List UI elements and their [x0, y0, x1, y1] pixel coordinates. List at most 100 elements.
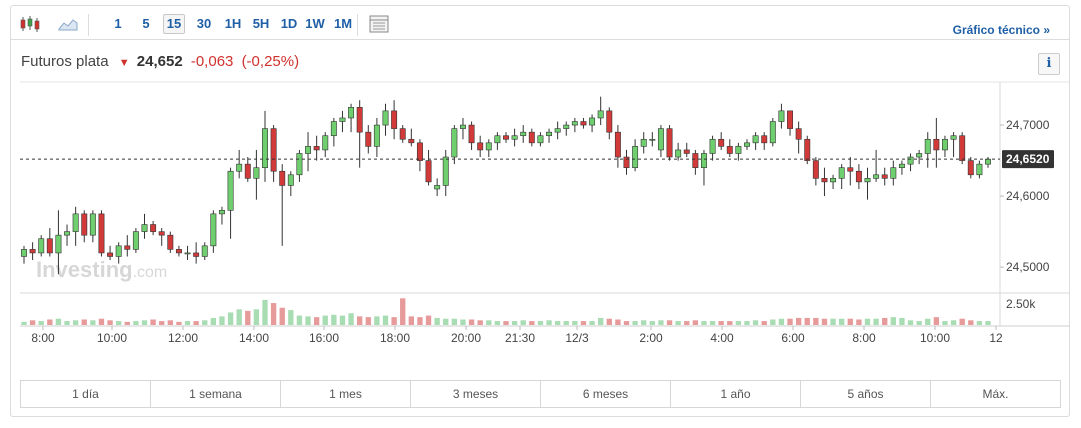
candle-body: [339, 117, 346, 122]
candle-body: [967, 160, 974, 176]
volume-bar: [159, 321, 165, 325]
candlestick-icon[interactable]: [19, 15, 41, 38]
candle-body: [141, 224, 148, 232]
x-tick-label: 8:00: [31, 331, 55, 345]
candle-body: [916, 153, 923, 158]
x-tick-label: 10:00: [920, 331, 950, 345]
candle-body: [373, 124, 380, 147]
volume-tick-label: 2.50k: [1006, 297, 1036, 311]
interval-button-5[interactable]: 5: [142, 16, 150, 31]
candle-body: [313, 146, 320, 151]
candle-body: [21, 249, 27, 257]
volume-bar: [701, 321, 707, 325]
volume-bar: [107, 320, 113, 325]
candle-body: [873, 174, 880, 179]
x-tick-label: 12:00: [168, 331, 198, 345]
volume-bar: [227, 312, 234, 325]
technical-chart-link[interactable]: Gráfico técnico »: [952, 23, 1050, 37]
range-button-4[interactable]: 6 meses: [541, 381, 671, 407]
volume-bar: [486, 320, 492, 325]
volume-bar: [813, 317, 819, 325]
range-button-2[interactable]: 1 mes: [281, 381, 411, 407]
x-tick-label: 16:00: [309, 331, 339, 345]
candle-body: [632, 146, 639, 168]
range-button-7[interactable]: Máx.: [982, 387, 1009, 401]
candle-body: [563, 124, 570, 129]
volume-bar: [770, 319, 776, 325]
range-button-3[interactable]: 3 meses: [411, 381, 541, 407]
volume-bar: [391, 317, 397, 325]
candle-body: [675, 149, 682, 158]
interval-button-15[interactable]: 15: [163, 14, 185, 34]
volume-bar: [184, 321, 191, 325]
volume-bar: [382, 315, 389, 325]
candle-body: [666, 128, 673, 158]
interval-button-1w[interactable]: 1W: [305, 16, 325, 31]
interval-button-1d[interactable]: 1D: [280, 16, 298, 31]
candle-body: [201, 245, 208, 257]
x-tick-label: 12: [989, 331, 1003, 345]
volume-bar: [451, 318, 458, 325]
candle-body: [804, 138, 811, 161]
range-button-1[interactable]: 1 semana: [151, 381, 281, 407]
y-tick-label: 24,5000: [1006, 260, 1050, 274]
volume-bar: [47, 319, 53, 325]
candle-body: [795, 128, 802, 140]
chart-toolbar: 1 5 15 30 1H 5H 1D 1W 1M Gráfico técnico »: [10, 6, 1070, 40]
interval-button-1h[interactable]: 1H: [224, 16, 242, 31]
candle-body: [365, 131, 372, 147]
interval-button-1m[interactable]: 1M: [333, 16, 353, 31]
candle-body: [881, 174, 888, 179]
range-button-5[interactable]: 1 año: [671, 381, 801, 407]
volume-bar: [55, 318, 62, 325]
range-button-0[interactable]: 1 día: [21, 381, 151, 407]
volume-bar: [116, 321, 122, 325]
candle-body: [64, 231, 71, 236]
candle-body: [29, 249, 36, 254]
candle-body: [752, 135, 759, 144]
volume-bar: [64, 321, 70, 325]
table-icon[interactable]: [369, 15, 389, 38]
investing-watermark: Investing.com: [36, 257, 167, 282]
candle-body: [683, 149, 690, 154]
volume-bar: [503, 321, 509, 325]
volume-bar: [400, 298, 406, 325]
volume-bar: [245, 310, 251, 325]
toolbar-separator: [88, 14, 89, 36]
area-chart-icon[interactable]: [58, 17, 78, 36]
instrument-name: Futuros plata: [21, 53, 109, 70]
candle-body: [72, 213, 79, 232]
volume-bar: [477, 320, 483, 325]
volume-bar: [804, 317, 810, 325]
volume-bar: [623, 321, 630, 325]
volume-bar: [942, 321, 948, 325]
volume-bar: [873, 318, 879, 325]
candle-body: [459, 124, 466, 129]
candle-body: [907, 156, 914, 165]
range-button-6[interactable]: 5 años: [801, 381, 931, 407]
interval-button-30[interactable]: 30: [196, 16, 212, 31]
candle-body: [262, 128, 268, 168]
volume-bar: [374, 316, 380, 325]
candle-body: [210, 213, 217, 247]
interval-button-1[interactable]: 1: [114, 16, 122, 31]
candle-body: [193, 252, 200, 257]
volume-bar: [150, 319, 156, 325]
volume-bar: [839, 318, 845, 325]
info-button[interactable]: i: [1038, 53, 1060, 75]
candle-body: [150, 224, 157, 232]
volume-bar: [968, 320, 974, 325]
candle-body: [89, 213, 96, 236]
candle-body: [769, 121, 776, 144]
candle-body: [236, 163, 243, 172]
candle-body: [132, 231, 139, 250]
volume-bar: [357, 316, 363, 325]
candle-body: [744, 142, 750, 147]
volume-bar: [666, 320, 673, 325]
candle-body: [322, 135, 329, 151]
candle-body: [81, 213, 88, 236]
volume-bar: [313, 317, 320, 325]
interval-button-5h[interactable]: 5H: [252, 16, 270, 31]
candle-body: [657, 128, 664, 151]
